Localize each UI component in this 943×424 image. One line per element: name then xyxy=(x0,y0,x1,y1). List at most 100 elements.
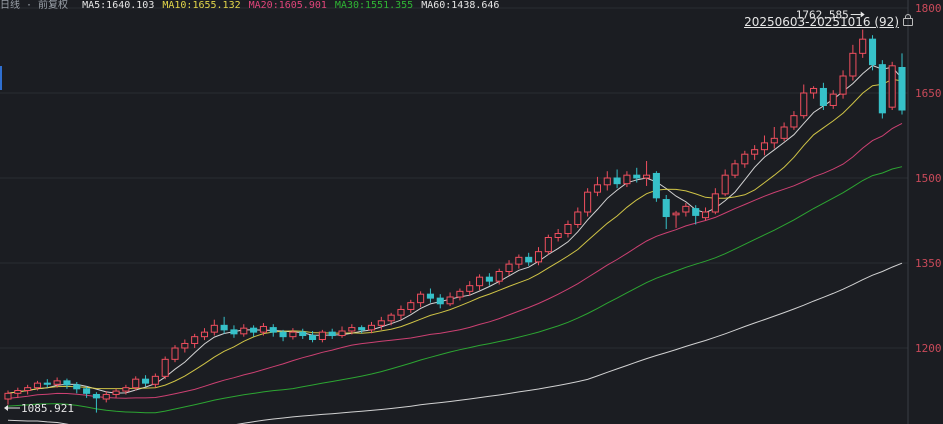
candle-body[interactable] xyxy=(751,149,759,155)
lock-icon[interactable] xyxy=(903,14,913,26)
candle-body[interactable] xyxy=(426,293,434,299)
candle-body[interactable] xyxy=(220,324,228,331)
candle-body[interactable] xyxy=(839,75,847,95)
candle-body[interactable] xyxy=(790,115,798,128)
candle-body[interactable] xyxy=(701,211,710,219)
candle-body[interactable] xyxy=(711,193,719,213)
candle-body[interactable] xyxy=(466,285,474,292)
candle-body[interactable] xyxy=(485,276,493,282)
candle-body[interactable] xyxy=(770,137,778,144)
candle-body[interactable] xyxy=(250,327,258,333)
candle-body[interactable] xyxy=(692,208,700,216)
candle-body[interactable] xyxy=(574,211,582,225)
candle-body[interactable] xyxy=(760,142,769,151)
candle-body[interactable] xyxy=(859,38,867,54)
candle-body[interactable] xyxy=(83,388,91,394)
candle-body[interactable] xyxy=(73,384,81,390)
candle-body[interactable] xyxy=(643,174,651,179)
candle-body[interactable] xyxy=(33,382,42,389)
candle-body[interactable] xyxy=(446,296,454,305)
candle-body[interactable] xyxy=(495,271,503,282)
candle-body[interactable] xyxy=(554,233,562,239)
candle-body[interactable] xyxy=(24,387,32,391)
candle-body[interactable] xyxy=(210,324,218,333)
candle-body[interactable] xyxy=(269,327,277,333)
candle-body[interactable] xyxy=(367,324,376,331)
candle-body[interactable] xyxy=(525,256,533,263)
candle-body[interactable] xyxy=(318,331,326,340)
candle-body[interactable] xyxy=(868,38,877,66)
candle-body[interactable] xyxy=(181,342,189,349)
candle-body[interactable] xyxy=(299,331,307,337)
candle-body[interactable] xyxy=(102,393,110,400)
candle-body[interactable] xyxy=(141,378,150,384)
candle-body[interactable] xyxy=(151,375,159,385)
date-range-text[interactable]: 20250603-20251016 (92) xyxy=(744,15,899,29)
left-edge-marker xyxy=(0,66,2,90)
candle-body[interactable] xyxy=(436,297,444,305)
candle-body[interactable] xyxy=(623,174,631,185)
candle-body[interactable] xyxy=(338,330,346,337)
candle-body[interactable] xyxy=(289,331,297,338)
candle-body[interactable] xyxy=(63,380,71,386)
candle-body[interactable] xyxy=(112,390,120,395)
candle-body[interactable] xyxy=(662,199,670,218)
candle-body[interactable] xyxy=(780,126,788,139)
candle-body[interactable] xyxy=(161,358,169,377)
candle-body[interactable] xyxy=(132,378,140,389)
candle-body[interactable] xyxy=(4,392,12,400)
candle-body[interactable] xyxy=(377,320,385,326)
candle-body[interactable] xyxy=(92,393,100,399)
candle-body[interactable] xyxy=(800,92,808,117)
candle-body[interactable] xyxy=(200,331,209,338)
candle-body[interactable] xyxy=(564,223,572,235)
candle-body[interactable] xyxy=(348,327,356,332)
candle-body[interactable] xyxy=(741,153,749,165)
candle-body[interactable] xyxy=(397,308,405,316)
candle-body[interactable] xyxy=(407,302,415,310)
candle-body[interactable] xyxy=(888,65,896,108)
candle-body[interactable] xyxy=(819,87,827,106)
candle-body[interactable] xyxy=(898,67,906,111)
candle-body[interactable] xyxy=(417,293,425,304)
candle-body[interactable] xyxy=(191,336,199,344)
candle-body[interactable] xyxy=(328,331,336,337)
candle-body[interactable] xyxy=(259,325,267,333)
candle-body[interactable] xyxy=(603,177,611,186)
candle-body[interactable] xyxy=(584,191,592,213)
candle-body[interactable] xyxy=(613,177,621,185)
candle-body[interactable] xyxy=(53,380,61,385)
candle-body[interactable] xyxy=(456,290,464,298)
candle-body[interactable] xyxy=(309,335,317,340)
candle-body[interactable] xyxy=(14,390,22,394)
y-tick-label: 1650 xyxy=(915,87,942,100)
candle-body[interactable] xyxy=(672,212,680,216)
candle-body[interactable] xyxy=(849,52,857,77)
candle-body[interactable] xyxy=(633,174,641,179)
ma-legend-item: MA20:1605.901 xyxy=(248,0,327,11)
candle-body[interactable] xyxy=(544,237,552,253)
candle-body[interactable] xyxy=(279,331,287,338)
candle-body[interactable] xyxy=(721,174,729,195)
date-range-label[interactable]: 20250603-20251016 (92) xyxy=(744,14,913,29)
candle-body[interactable] xyxy=(534,251,543,263)
candle-body[interactable] xyxy=(230,329,238,335)
candle-body[interactable] xyxy=(593,184,601,193)
moving-average-legend: 日线 · 前复权 MA5:1640.103 MA10:1655.132 MA20:1… xyxy=(0,0,515,12)
candle-body[interactable] xyxy=(829,93,837,106)
candle-body[interactable] xyxy=(240,327,248,335)
candle-body[interactable] xyxy=(731,163,739,176)
candle-body[interactable] xyxy=(810,87,818,94)
candle-body[interactable] xyxy=(505,263,513,272)
candle-body[interactable] xyxy=(652,172,660,199)
candle-body[interactable] xyxy=(878,64,886,114)
candle-body[interactable] xyxy=(122,387,130,392)
candle-body[interactable] xyxy=(476,276,484,287)
candle-body[interactable] xyxy=(171,347,179,360)
candle-body[interactable] xyxy=(515,256,523,265)
candle-body[interactable] xyxy=(682,205,690,213)
candle-body[interactable] xyxy=(358,327,366,331)
candle-body[interactable] xyxy=(43,382,51,385)
candle-body[interactable] xyxy=(387,314,395,322)
